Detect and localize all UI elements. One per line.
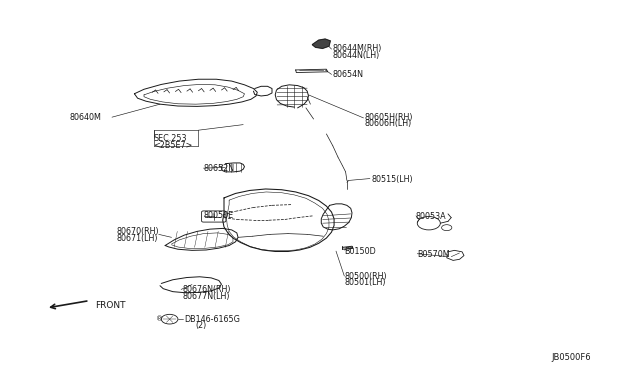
Text: 80670(RH): 80670(RH) [116, 227, 159, 236]
Text: B0570M: B0570M [417, 250, 450, 259]
Text: 80671(LH): 80671(LH) [116, 234, 158, 243]
Text: 80053A: 80053A [416, 212, 447, 221]
Text: 80644M(RH): 80644M(RH) [333, 44, 382, 53]
Text: 80652N: 80652N [204, 164, 235, 173]
Text: 80644N(LH): 80644N(LH) [333, 51, 380, 60]
Text: 80605H(RH): 80605H(RH) [365, 113, 413, 122]
Text: 80654N: 80654N [333, 70, 364, 79]
Text: <2B5E7>: <2B5E7> [154, 141, 193, 150]
Text: 80050E: 80050E [204, 211, 234, 220]
Text: (2): (2) [195, 321, 207, 330]
Text: ®: ® [156, 316, 164, 322]
Text: 80501(LH): 80501(LH) [344, 278, 386, 287]
Text: FRONT: FRONT [95, 301, 125, 310]
Text: B0150D: B0150D [344, 247, 376, 256]
Polygon shape [312, 39, 330, 48]
Text: JB0500F6: JB0500F6 [552, 353, 591, 362]
Text: 80676N(RH): 80676N(RH) [182, 285, 231, 294]
Text: 80515(LH): 80515(LH) [371, 175, 413, 184]
Text: SEC.253: SEC.253 [154, 134, 187, 143]
Text: 80677N(LH): 80677N(LH) [182, 292, 230, 301]
Text: 80606H(LH): 80606H(LH) [365, 119, 412, 128]
Text: 80640M: 80640M [69, 113, 101, 122]
Text: DB146-6165G: DB146-6165G [184, 315, 240, 324]
Text: 80500(RH): 80500(RH) [344, 272, 387, 280]
